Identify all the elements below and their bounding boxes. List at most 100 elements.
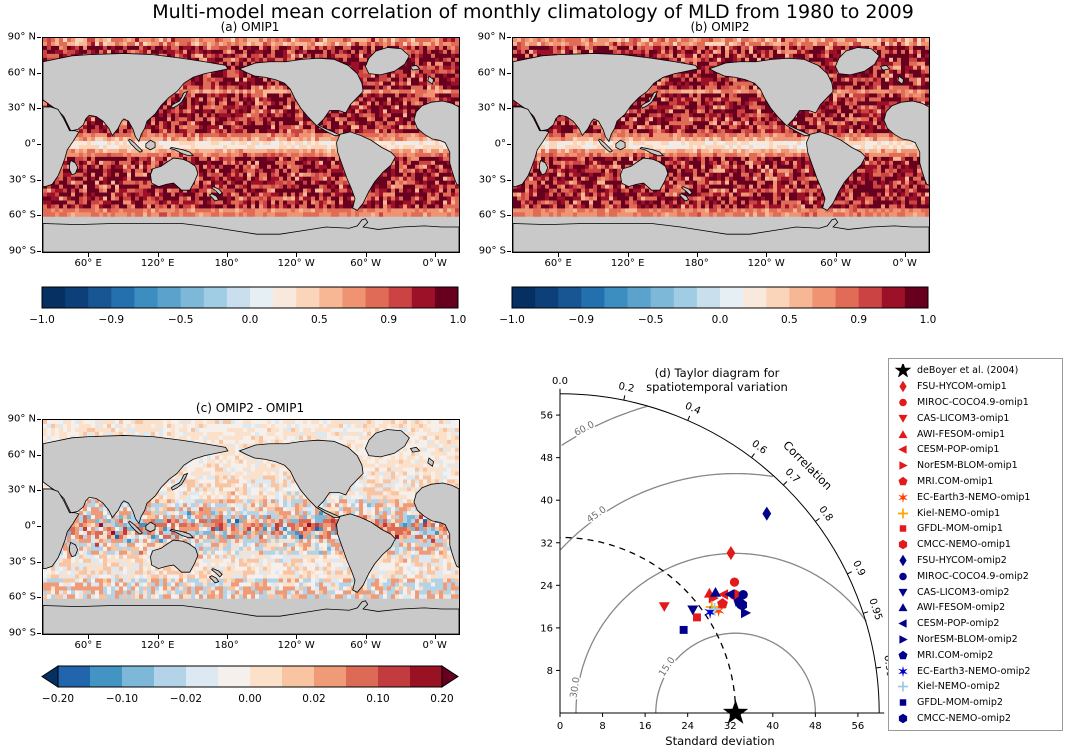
rms-contour-label: 60.0 — [573, 419, 597, 439]
lat-tick-mark — [507, 72, 511, 74]
colorbar-tick-label: 1.0 — [450, 314, 467, 326]
plus-marker — [897, 681, 909, 692]
lon-tick-label: 120° E — [140, 258, 175, 269]
colorbar-segment — [186, 666, 219, 687]
star-6-marker — [898, 665, 908, 677]
lat-tick-label: 30° S — [8, 174, 36, 186]
colorbar-frame — [511, 286, 929, 309]
lon-tick-label: 120° E — [610, 258, 645, 269]
legend-entry: CESM-POP-omip1 — [893, 442, 1058, 458]
circle-marker — [899, 398, 907, 407]
lon-tick-label: 180° — [684, 258, 709, 269]
lon-tick-label: 120° W — [277, 640, 315, 651]
legend-marker — [898, 603, 908, 612]
colorbar-frame — [41, 286, 459, 309]
legend-entry: CMCC-NEMO-omip1 — [893, 537, 1058, 553]
legend-entry: MIROC-COCO4.9-omip1 — [893, 395, 1058, 411]
hexagon-marker — [898, 713, 908, 724]
lat-tick-label: 60° S — [478, 209, 506, 221]
legend-marker — [898, 429, 908, 438]
star-marker — [722, 699, 749, 724]
rms-contour — [561, 405, 648, 446]
lat-tick-label: 0° — [24, 520, 36, 532]
rms-contour-label: 30.0 — [568, 676, 582, 699]
legend-entry-label: deBoyer et al. (2004) — [917, 365, 1019, 377]
lat-tick-mark — [37, 490, 41, 492]
legend-entry: Kiel-NEMO-omip2 — [893, 679, 1058, 695]
lon-tick-mark — [296, 253, 298, 257]
colorbar-tick-label: −0.5 — [168, 314, 194, 326]
rms-contour-label: 15.0 — [657, 655, 678, 679]
lat-tick-label: 0° — [494, 138, 506, 150]
colorbar-segment — [88, 287, 112, 308]
triangle-left-marker — [724, 589, 735, 600]
legend-marker — [894, 364, 912, 378]
legend-entry-label: CAS-LICOM3-omip2 — [917, 586, 1010, 598]
lon-tick-mark — [157, 253, 159, 257]
rms-contour — [560, 472, 774, 551]
square-marker — [693, 613, 701, 622]
legend-entry: NorESM-BLOM-omip1 — [893, 458, 1058, 474]
colorbar-tick-label: 0.5 — [781, 314, 798, 326]
square-marker — [899, 699, 907, 706]
colorbar-segment — [410, 666, 443, 687]
legend-entry-label: FSU-HYCOM-omip1 — [917, 381, 1007, 393]
outer-correlation-arc — [559, 393, 880, 714]
legend-entry: CESM-POP-omip2 — [893, 616, 1058, 632]
lat-tick-label: 90° N — [7, 31, 36, 43]
taylor-points — [658, 506, 772, 724]
rms-contour — [575, 552, 867, 713]
colorbar-segment — [696, 287, 721, 308]
lat-tick-mark — [37, 633, 41, 634]
legend-marker — [898, 588, 908, 597]
colorbar-segment — [378, 666, 411, 687]
star-6-marker — [712, 603, 725, 618]
legend-entry-label: NorESM-BLOM-omip1 — [917, 460, 1018, 472]
plus-marker — [897, 508, 909, 519]
thin-diamond-marker — [726, 546, 736, 561]
correlation-tick-label: 0.0 — [552, 376, 568, 387]
thin-diamond-marker — [762, 506, 772, 521]
correlation-tick-label: 0.6 — [749, 438, 768, 456]
colorbar-segment — [604, 287, 629, 308]
y-tick-label: 56 — [540, 411, 553, 422]
lat-tick-label: 90° N — [477, 31, 506, 43]
legend-entry-label: MRI.COM-omip2 — [917, 649, 994, 661]
svg-text:spatiotemporal variation: spatiotemporal variation — [646, 380, 788, 394]
colorbar-segment — [282, 666, 315, 687]
lon-tick-mark — [434, 253, 436, 257]
colorbar-segment — [627, 287, 652, 308]
legend-marker — [898, 650, 908, 660]
y-tick-label: 40 — [540, 496, 553, 507]
lat-tick-label: 60° N — [477, 67, 506, 79]
colorbar-tick-label: 0.10 — [366, 693, 389, 705]
lat-tick-label: 60° S — [8, 209, 36, 221]
triangle-left-marker — [718, 589, 729, 600]
legend-entry: FSU-HYCOM-omip1 — [893, 379, 1058, 395]
legend-marker — [899, 380, 907, 393]
colorbar-tick-label: 0.5 — [311, 314, 328, 326]
colorbar-tick-label: 0.00 — [238, 693, 261, 705]
colorbar-segment — [154, 666, 187, 687]
lon-tick-mark — [296, 635, 298, 639]
lat-tick-mark — [37, 144, 41, 145]
colorbar-segment — [881, 287, 906, 308]
legend-entry: MIROC-COCO4.9-omip2 — [893, 568, 1058, 584]
legend-marker — [899, 635, 908, 644]
circle-marker — [738, 590, 748, 600]
triangle-down-marker — [898, 414, 908, 423]
colorbar-tick-label: −0.10 — [106, 693, 138, 705]
legend-marker — [897, 508, 909, 519]
colorbar-segment — [673, 287, 698, 308]
lat-tick-label: 0° — [24, 138, 36, 150]
lon-tick-mark — [88, 635, 90, 639]
legend-entry: EC-Earth3-NEMO-omip2 — [893, 663, 1058, 679]
y-tick-label: 16 — [540, 623, 553, 634]
figure-title: Multi-model mean correlation of monthly … — [152, 1, 914, 23]
legend-entry-label: EC-Earth3-NEMO-omip2 — [917, 665, 1031, 677]
panel-c-title: (c) OMIP2 - OMIP1 — [195, 401, 305, 415]
colorbar-segment — [346, 666, 379, 687]
lon-tick-label: 0° W — [422, 258, 447, 269]
colorbar-segment — [111, 287, 135, 308]
